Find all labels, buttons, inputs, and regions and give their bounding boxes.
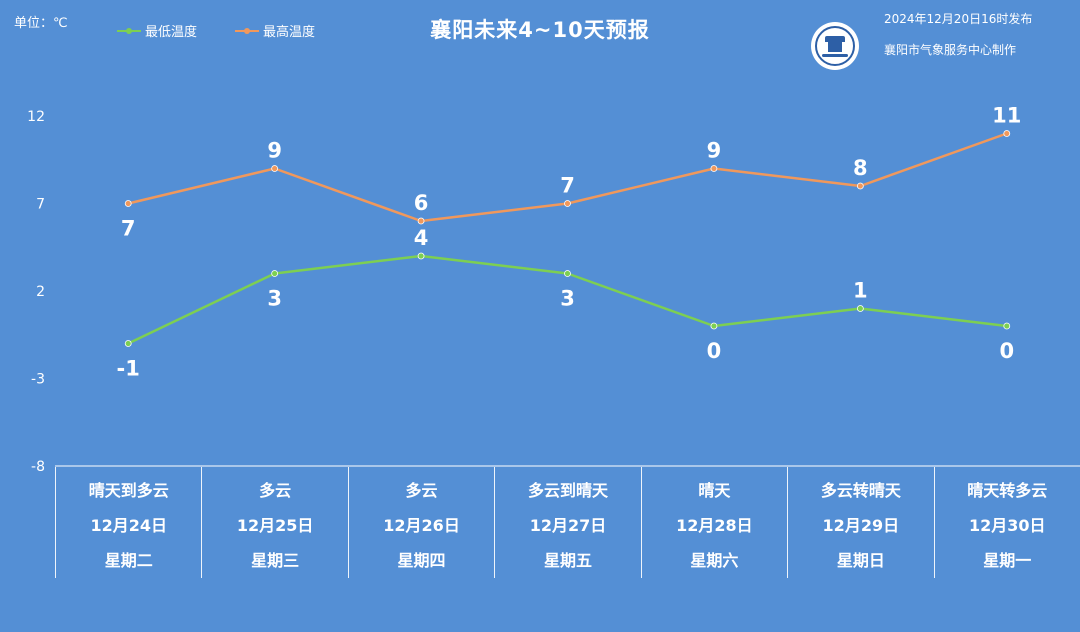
min-temp-point	[271, 270, 279, 277]
day-date: 12月24日	[90, 516, 167, 535]
min-temp-data-label: -1	[117, 357, 140, 381]
day-weather: 晴天	[698, 481, 731, 500]
day-weekday: 星期日	[836, 551, 885, 570]
y-tick-label: -8	[31, 459, 45, 475]
max-temp-point	[710, 165, 718, 172]
min-temp-point	[417, 252, 425, 260]
legend-max-swatch	[235, 27, 259, 34]
legend-min-label: 最低温度	[145, 25, 198, 40]
day-weather: 多云到晴天	[527, 481, 608, 500]
max-temp-data-label: 9	[267, 139, 282, 163]
day-weather: 多云	[259, 481, 292, 500]
day-column: 晴天 12月28日 星期六	[640, 467, 787, 578]
max-temp-point	[564, 200, 571, 207]
day-weekday: 星期五	[543, 551, 592, 570]
legend-item-min: 最低温度	[117, 21, 197, 40]
day-weekday: 星期三	[251, 551, 300, 570]
day-weather: 多云转晴天	[820, 481, 901, 500]
day-column: 多云 12月26日 星期四	[347, 467, 494, 578]
y-tick-label: 7	[36, 197, 45, 213]
max-temp-point	[271, 165, 279, 172]
day-weekday: 星期四	[397, 551, 446, 570]
max-temp-data-label: 6	[414, 191, 429, 215]
day-weekday: 星期一	[983, 551, 1032, 570]
forecast-table: 晴天到多云 12月24日 星期二 多云 12月25日 星期三 多云 12月26日…	[55, 467, 1080, 578]
max-temp-point	[417, 217, 425, 225]
day-date: 12月26日	[383, 516, 460, 535]
publisher: 襄阳市气象服务中心制作	[884, 43, 1017, 57]
max-temp-point	[856, 182, 864, 190]
day-weather: 晴天到多云	[88, 481, 169, 500]
day-date: 12月30日	[968, 516, 1046, 535]
min-temp-point	[710, 322, 718, 330]
max-temp-point	[124, 200, 132, 207]
max-temp-point	[1003, 130, 1011, 137]
max-temp-data-label: 7	[121, 217, 136, 241]
day-weather: 晴天转多云	[967, 481, 1048, 500]
y-tick-label: 2	[36, 284, 45, 300]
legend-min-swatch	[117, 27, 141, 34]
day-weekday: 星期六	[690, 551, 739, 570]
min-temp-data-label: 0	[707, 339, 722, 363]
min-temp-data-label: 3	[267, 287, 282, 311]
day-date: 12月28日	[676, 516, 753, 535]
min-temp-point	[1003, 322, 1011, 330]
max-temp-data-label: 11	[992, 104, 1021, 128]
y-tick-label: -3	[31, 372, 45, 388]
day-date: 12月25日	[236, 516, 314, 535]
day-date: 12月27日	[529, 516, 607, 535]
legend-item-max: 最高温度	[235, 21, 315, 40]
xiangyang-weather-logo-icon	[811, 22, 859, 70]
min-temp-data-label: 3	[560, 287, 575, 311]
min-temp-data-label: 4	[414, 226, 429, 250]
min-temp-data-label: 1	[853, 279, 868, 303]
y-tick-label: 12	[27, 109, 45, 125]
day-column: 多云 12月25日 星期三	[201, 467, 347, 578]
day-column: 多云转晴天 12月29日 星期日	[787, 467, 933, 578]
max-temp-data-label: 9	[707, 139, 722, 163]
day-column: 晴天到多云 12月24日 星期二	[55, 467, 201, 578]
chart-title: 襄阳未来4~10天预报	[430, 18, 650, 42]
day-column: 晴天转多云 12月30日 星期一	[933, 467, 1080, 578]
max-temp-data-label: 7	[560, 174, 575, 198]
min-temp-point	[564, 270, 571, 277]
publish-time: 2024年12月20日16时发布	[884, 12, 1033, 26]
day-weekday: 星期二	[104, 551, 153, 570]
day-column: 多云到晴天 12月27日 星期五	[494, 467, 640, 578]
unit-label: 单位：℃	[14, 16, 68, 31]
legend-max-label: 最高温度	[263, 25, 316, 40]
min-temp-data-label: 0	[999, 339, 1014, 363]
max-temp-data-label: 8	[853, 156, 868, 180]
min-temp-point	[124, 340, 132, 347]
min-temp-point	[856, 305, 864, 312]
day-weather: 多云	[405, 481, 438, 500]
day-date: 12月29日	[822, 516, 900, 535]
